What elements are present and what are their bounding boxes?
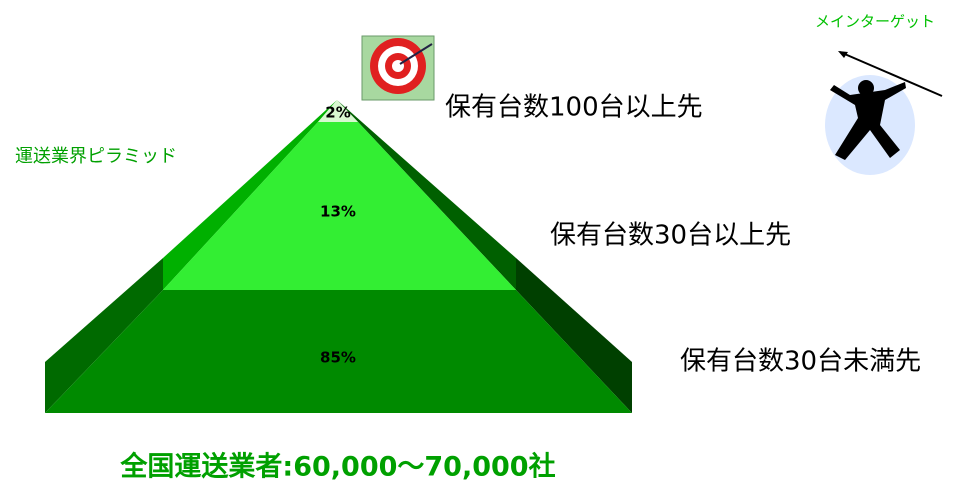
bevel-left-top	[163, 100, 337, 290]
target-label: メインターゲット	[815, 13, 935, 31]
layer-share: 2%	[325, 104, 350, 122]
diagram-title: 運送業界ピラミッド	[15, 146, 177, 167]
javelin-icon	[825, 51, 943, 175]
layer-description: 保有台数30台以上先	[550, 221, 791, 251]
layer-description: 保有台数30台未満先	[680, 347, 921, 377]
layer-top	[318, 100, 358, 122]
bevel-left-bottom	[45, 258, 163, 413]
footer: 全国運送業者:60,000～70,000社	[119, 451, 555, 482]
layer-bottom	[45, 290, 632, 413]
layer-share: 85%	[320, 349, 356, 367]
layer-description: 保有台数100台以上先	[445, 93, 703, 123]
target-icon	[361, 35, 435, 101]
bevel-right-bottom	[516, 258, 632, 413]
layer-middle	[163, 122, 516, 290]
layer-share: 13%	[320, 203, 356, 221]
